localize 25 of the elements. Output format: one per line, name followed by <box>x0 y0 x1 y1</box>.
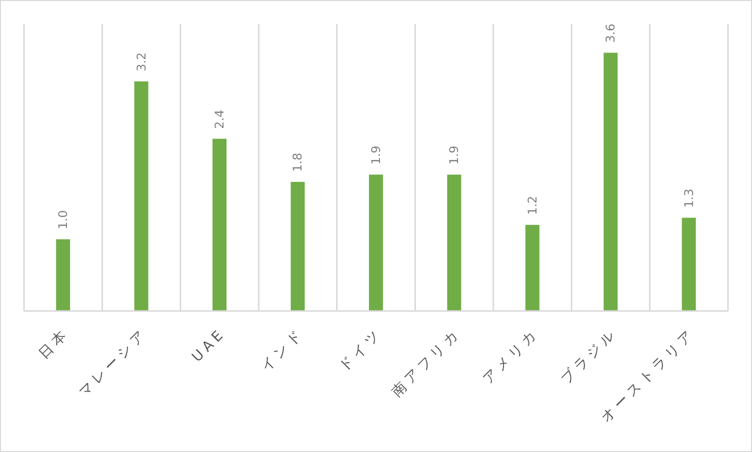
x-tick-label: マレーシア <box>76 325 151 400</box>
data-label: 1.2 <box>525 196 540 215</box>
bar <box>682 218 696 311</box>
bar <box>212 138 227 311</box>
bar <box>290 182 305 311</box>
x-tick-label: ドイツ <box>336 325 386 375</box>
data-label: 1.3 <box>682 188 696 208</box>
bar <box>447 174 462 311</box>
data-label: 2.4 <box>212 110 227 129</box>
x-tick-label: 日本 <box>36 325 73 362</box>
bar <box>134 81 148 311</box>
x-tick-label: インド <box>258 325 308 375</box>
x-tick-label: 南アフリカ <box>388 325 464 400</box>
bar <box>604 52 618 311</box>
bar <box>368 174 383 311</box>
bar <box>56 239 70 311</box>
data-label: 3.2 <box>134 52 148 72</box>
data-label: 1.0 <box>56 210 70 230</box>
data-label: 3.6 <box>604 24 618 43</box>
data-label: 1.9 <box>447 146 462 165</box>
data-label: 1.8 <box>290 152 305 172</box>
x-tick-label: ブラジル <box>558 325 620 388</box>
data-label: 1.9 <box>368 146 383 165</box>
x-tick-label: アメリカ <box>480 325 542 388</box>
bar <box>525 224 540 311</box>
